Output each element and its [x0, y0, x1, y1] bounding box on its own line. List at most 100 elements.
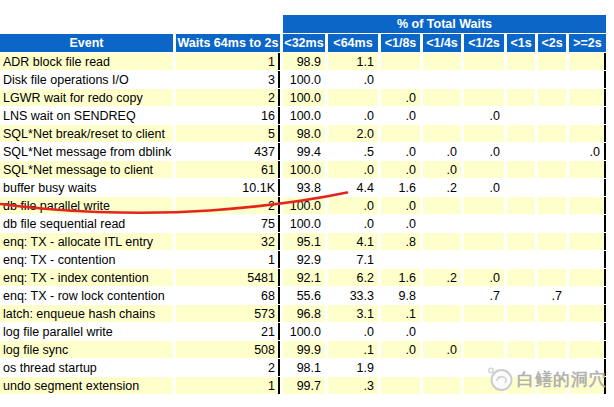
pct-cell: .0 — [328, 197, 378, 214]
pct-cell: 98.0 — [283, 125, 325, 142]
event-cell: SQL*Net message to client — [0, 161, 173, 178]
table-row: latch: enqueue hash chains57396.83.1.1 — [0, 305, 606, 322]
pct-cell: 100.0 — [283, 323, 325, 340]
column-header-2: <32ms — [283, 34, 325, 52]
pct-cell — [507, 377, 535, 394]
pct-cell — [538, 197, 566, 214]
pct-cell — [423, 287, 461, 304]
pct-cell: .0 — [423, 143, 461, 160]
waits-cell: 2 — [176, 359, 280, 376]
pct-cell — [423, 323, 461, 340]
pct-cell — [507, 197, 535, 214]
pct-cell: 100.0 — [283, 161, 325, 178]
pct-cell: .0 — [464, 107, 504, 124]
pct-cell — [328, 89, 378, 106]
pct-cell — [381, 71, 420, 88]
table-row: SQL*Net message from dblink43799.4.5.0.0… — [0, 143, 606, 160]
pct-cell — [538, 269, 566, 286]
pct-cell: 1.6 — [381, 179, 420, 196]
table-row: log file sync50899.9.1.0.0 — [0, 341, 606, 358]
super-header-pct-of-total-waits: % of Total Waits — [283, 15, 606, 33]
event-cell: Disk file operations I/O — [0, 71, 173, 88]
pct-cell: .0 — [381, 323, 420, 340]
pct-cell — [423, 53, 461, 70]
waits-cell: 10.1K — [176, 179, 280, 196]
pct-cell: .1 — [328, 341, 378, 358]
pct-cell — [569, 179, 606, 196]
pct-cell: .1 — [381, 305, 420, 322]
event-cell: buffer busy waits — [0, 179, 173, 196]
pct-cell — [538, 377, 566, 394]
pct-cell — [538, 107, 566, 124]
column-header-5: <1/4s — [423, 34, 461, 52]
waits-cell: 3 — [176, 71, 280, 88]
pct-cell — [423, 71, 461, 88]
pct-cell — [507, 53, 535, 70]
event-cell: latch: enqueue hash chains — [0, 305, 173, 322]
table-row: os thread startup298.11.9 — [0, 359, 606, 376]
pct-cell: .0 — [381, 215, 420, 232]
pct-cell: .0 — [381, 197, 420, 214]
pct-cell: .0 — [423, 161, 461, 178]
pct-cell — [538, 161, 566, 178]
pct-cell — [423, 233, 461, 250]
waits-cell: 16 — [176, 107, 280, 124]
pct-cell: .8 — [381, 233, 420, 250]
pct-cell — [538, 179, 566, 196]
pct-cell: .0 — [464, 269, 504, 286]
waits-cell: 1 — [176, 53, 280, 70]
pct-cell — [569, 233, 606, 250]
pct-cell — [464, 161, 504, 178]
pct-cell: .0 — [569, 143, 606, 160]
pct-cell: .0 — [464, 179, 504, 196]
waits-cell: 75 — [176, 215, 280, 232]
pct-cell — [538, 215, 566, 232]
table-row: SQL*Net break/reset to client598.02.0 — [0, 125, 606, 142]
pct-cell — [538, 71, 566, 88]
pct-cell — [569, 269, 606, 286]
pct-cell — [464, 89, 504, 106]
pct-cell — [381, 251, 420, 268]
pct-cell: 93.8 — [283, 179, 325, 196]
pct-cell: 1.9 — [328, 359, 378, 376]
pct-cell — [381, 125, 420, 142]
pct-cell: .0 — [381, 161, 420, 178]
pct-cell — [507, 233, 535, 250]
event-cell: os thread startup — [0, 359, 173, 376]
pct-cell: .7 — [538, 287, 566, 304]
pct-cell: 1.1 — [328, 53, 378, 70]
pct-cell: 99.4 — [283, 143, 325, 160]
waits-cell: 5481 — [176, 269, 280, 286]
table-row: log file parallel write21100.0.0.0 — [0, 323, 606, 340]
waits-cell: 2 — [176, 89, 280, 106]
pct-cell: 92.1 — [283, 269, 325, 286]
event-cell: enq: TX - row lock contention — [0, 287, 173, 304]
column-header-7: <1s — [507, 34, 535, 52]
event-cell: log file parallel write — [0, 323, 173, 340]
pct-cell: .7 — [464, 287, 504, 304]
pct-cell: .0 — [381, 89, 420, 106]
pct-cell — [464, 305, 504, 322]
pct-cell — [569, 215, 606, 232]
pct-cell — [423, 251, 461, 268]
event-cell: enq: TX - allocate ITL entry — [0, 233, 173, 250]
pct-cell: 4.1 — [328, 233, 378, 250]
pct-cell — [569, 71, 606, 88]
pct-cell: 100.0 — [283, 71, 325, 88]
waits-cell: 2 — [176, 197, 280, 214]
wait-event-histogram-table: % of Total Waits EventWaits 64ms to 2s<3… — [0, 14, 609, 395]
column-header-0: Event — [0, 34, 173, 52]
pct-cell — [538, 323, 566, 340]
pct-cell: 98.9 — [283, 53, 325, 70]
pct-cell — [507, 89, 535, 106]
pct-cell — [507, 251, 535, 268]
table-row: undo segment extension199.7.3 — [0, 377, 606, 394]
pct-cell: 99.7 — [283, 377, 325, 394]
table-row: Disk file operations I/O3100.0.0 — [0, 71, 606, 88]
pct-cell — [423, 89, 461, 106]
pct-cell — [507, 305, 535, 322]
event-cell: enq: TX - index contention — [0, 269, 173, 286]
pct-cell — [464, 215, 504, 232]
pct-cell — [381, 53, 420, 70]
column-header-6: <1/2s — [464, 34, 504, 52]
